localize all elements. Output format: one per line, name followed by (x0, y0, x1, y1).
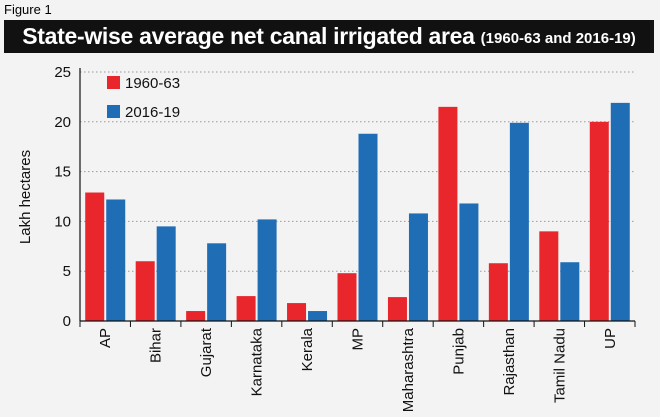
x-tick-label: Gujarat (198, 327, 215, 377)
bar-1960-63-gujarat (186, 311, 206, 321)
y-tick-label: 5 (63, 263, 71, 280)
x-tick-label: Punjab (450, 328, 467, 375)
x-tick-label: UP (602, 328, 619, 349)
bar-1960-63-kerala (287, 303, 307, 321)
y-axis-label: Lakh hectares (17, 150, 34, 244)
bar-1960-63-up (589, 121, 609, 321)
bar-2016-19-tamil-nadu (560, 262, 580, 321)
y-tick-label: 25 (54, 64, 71, 81)
bar-1960-63-punjab (438, 106, 458, 321)
legend-swatch (107, 105, 120, 118)
y-tick-label: 10 (54, 213, 71, 230)
legend-label: 1960-63 (125, 75, 180, 92)
bar-1960-63-karnataka (236, 296, 256, 321)
axes (79, 68, 636, 327)
chart-subtitle: (1960-63 and 2016-19) (480, 29, 636, 47)
x-tick-label: Rajasthan (501, 328, 518, 396)
bar-2016-19-gujarat (207, 243, 227, 321)
x-tick-label: Bihar (148, 328, 165, 363)
bar-2016-19-mp (358, 133, 378, 321)
y-tick-label: 15 (54, 164, 71, 181)
bar-1960-63-bihar (135, 261, 155, 321)
x-tick-label: Tamil Nadu (551, 328, 568, 403)
x-tick-label: Kerala (299, 327, 316, 371)
bar-2016-19-bihar (156, 226, 176, 321)
x-tick-label: Karnataka (249, 327, 266, 396)
bar-2016-19-up (610, 102, 630, 321)
bar-1960-63-tamil-nadu (539, 231, 559, 321)
bar-1960-63-rajasthan (488, 263, 508, 321)
bar-2016-19-rajasthan (509, 122, 529, 322)
bar-2016-19-maharashtra (408, 213, 428, 321)
x-tick-label: AP (97, 328, 114, 348)
bar-2016-19-kerala (308, 311, 328, 321)
legend: 1960-63 2016-19 (107, 75, 180, 121)
chart-title: State-wise average net canal irrigated a… (22, 23, 475, 49)
y-tick-label: 20 (54, 114, 71, 131)
bar-1960-63-ap (85, 192, 105, 321)
bar-2016-19-karnataka (257, 219, 277, 321)
figure-label: Figure 1 (4, 2, 52, 17)
legend-label: 2016-19 (125, 104, 180, 121)
x-tick-label: MP (350, 328, 367, 351)
y-tick-label: 0 (63, 313, 71, 330)
x-tick-labels: AP Bihar Gujarat Karnataka Kerala MP Maharasht… (97, 327, 619, 412)
bar-1960-63-mp (337, 273, 357, 321)
bar-1960-63-maharashtra (387, 297, 407, 321)
legend-swatch (107, 76, 120, 89)
bar-2016-19-ap (106, 199, 126, 321)
bar-2016-19-punjab (459, 203, 479, 321)
x-tick-label: Maharashtra (400, 327, 417, 412)
title-bar: State-wise average net canal irrigated a… (4, 20, 654, 53)
y-tick-labels: 0 5 10 15 20 25 (54, 64, 71, 330)
bars (85, 102, 630, 322)
